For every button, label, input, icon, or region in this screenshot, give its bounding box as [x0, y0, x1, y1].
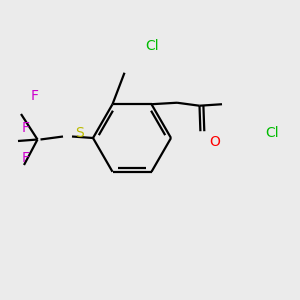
Text: Cl: Cl: [266, 127, 279, 140]
Text: Cl: Cl: [146, 40, 159, 53]
Text: F: F: [22, 121, 29, 134]
Text: F: F: [22, 151, 29, 164]
Text: O: O: [209, 136, 220, 149]
Text: F: F: [31, 89, 38, 103]
Text: S: S: [75, 127, 84, 140]
